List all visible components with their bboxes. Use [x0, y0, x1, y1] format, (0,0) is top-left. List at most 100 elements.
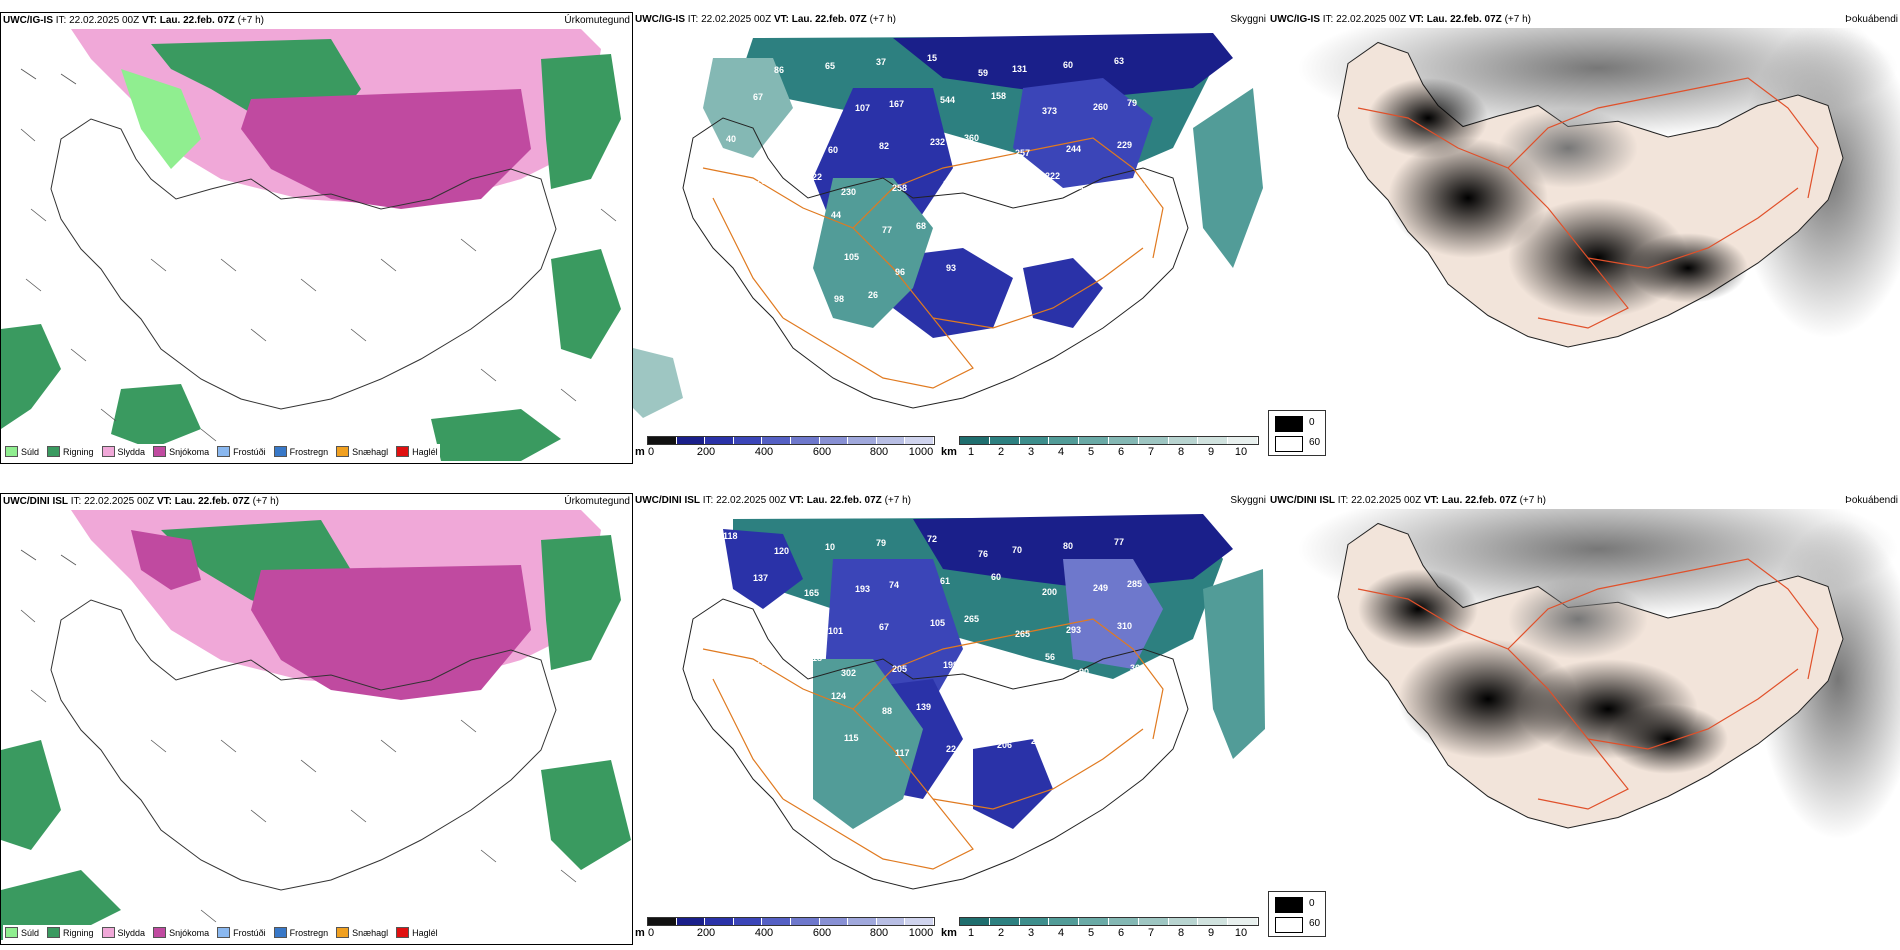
road-network — [702, 137, 1164, 389]
tick-label: 600 — [812, 446, 832, 458]
panel-bottom-left: UWC/DINI ISL IT: 22.02.2025 00Z VT: Lau.… — [0, 493, 633, 945]
tick-label: 2 — [997, 446, 1005, 458]
legend-item: Snjókoma — [153, 446, 209, 457]
ceiling-scale: m 0 200 400 600 800 1000 — [635, 917, 935, 945]
ceiling-value-label: 115 — [844, 733, 859, 743]
tick-label: 0 — [647, 446, 655, 458]
ceiling-value-label: 167 — [889, 99, 904, 109]
init-time: IT: 22.02.2025 00Z — [687, 14, 772, 25]
tick-label: 3 — [1027, 446, 1035, 458]
ceiling-value-label: 197 — [1130, 182, 1145, 192]
ceiling-value-label: 84 — [793, 737, 803, 747]
panel-bottom-right: UWC/DINI ISL IT: 22.02.2025 00Z VT: Lau.… — [1268, 493, 1900, 945]
ceiling-value-label: 206 — [997, 740, 1012, 750]
ceiling-value-label: 67 — [879, 622, 889, 632]
tick-label: 10 — [1234, 927, 1248, 939]
tick-label: 4 — [1057, 446, 1065, 458]
ceiling-value-label: 117 — [895, 748, 910, 758]
ceiling-value-label: 26 — [868, 290, 878, 300]
legend-value: 0 — [1309, 898, 1315, 909]
valid-time: Lau. 22.feb. 07Z — [174, 496, 250, 507]
legend-item: Súld — [5, 927, 39, 938]
ceiling-value-label: 302 — [841, 668, 856, 678]
tick-label: 7 — [1147, 446, 1155, 458]
ceiling-value-label: 93 — [946, 263, 956, 273]
tick-label: 3 — [1027, 927, 1035, 939]
ceiling-value-label: 70 — [1012, 545, 1022, 555]
panel-header: UWC/IG-IS IT: 22.02.2025 00Z VT: Lau. 22… — [1268, 12, 1900, 28]
panel-header: UWC/DINI ISL IT: 22.02.2025 00Z VT: Lau.… — [1, 494, 632, 510]
tick-label: 8 — [1177, 446, 1185, 458]
visibility-map: 118 120 10 79 72 76 70 80 77 137 165 193 74 61 60 200 24… — [633, 509, 1268, 909]
ceiling-value-label: 77 — [723, 50, 733, 60]
ceiling-value-label: 222 — [1045, 171, 1060, 181]
ceiling-value-label: 291 — [729, 218, 744, 228]
tick-label: 800 — [869, 927, 889, 939]
valid-label: VT: — [141, 15, 157, 26]
ceiling-value-label: 59 — [978, 68, 988, 78]
ceiling-value-label: 105 — [930, 618, 945, 628]
ceiling-value-label: 293 — [1066, 625, 1081, 635]
ceiling-value-label: 51 — [994, 656, 1004, 666]
product-title: Úrkomutegund — [564, 496, 630, 507]
ceiling-value-label: 76 — [978, 549, 988, 559]
tick-label: 10 — [1234, 446, 1248, 458]
model-name: UWC/IG-IS — [635, 14, 685, 25]
product-title: Úrkomutegund — [564, 15, 630, 26]
ceiling-value-label: 10 — [825, 542, 835, 552]
precip-type-map — [1, 510, 632, 944]
tick-label: 400 — [754, 927, 774, 939]
panel-header: UWC/DINI ISL IT: 22.02.2025 00Z VT: Lau.… — [633, 493, 1268, 509]
ceiling-value-label: 68 — [916, 221, 926, 231]
ceiling-value-label: 98 — [804, 107, 814, 117]
ceiling-value-label: 105 — [844, 252, 859, 262]
model-name: UWC/DINI ISL — [3, 496, 68, 507]
ceiling-value-label: 80 — [1063, 541, 1073, 551]
legend-item: Snæhagl — [336, 446, 388, 457]
tick-label: 5 — [1087, 927, 1095, 939]
valid-label: VT: — [156, 496, 172, 507]
panel-top-left: UWC/IG-IS IT: 22.02.2025 00Z VT: Lau. 22… — [0, 12, 633, 464]
legend-item: Rigning — [47, 927, 94, 938]
legend-item: Snjókoma — [153, 927, 209, 938]
legend-swatch — [1275, 436, 1303, 452]
ceiling-value-label: 27 — [1031, 736, 1041, 746]
ceiling-value-label: 67 — [753, 92, 763, 102]
product-title: Þokuábendi — [1845, 14, 1898, 25]
ceiling-unit: m — [635, 446, 645, 458]
ceiling-value-label: 244 — [1066, 144, 1081, 154]
ceiling-value-label: 205 — [892, 664, 907, 674]
ceiling-value-label: 228 — [793, 256, 808, 266]
ceiling-value-label: 40 — [726, 134, 736, 144]
tick-label: 800 — [869, 446, 889, 458]
ceiling-value-label: 238 — [943, 179, 958, 189]
ceiling-value-label: 285 — [1127, 579, 1142, 589]
visibility-unit: km — [941, 927, 957, 939]
ceiling-value-label: 207 — [756, 176, 771, 186]
valid-time: Lau. 22.feb. 07Z — [806, 495, 882, 506]
valid-time: Lau. 22.feb. 07Z — [791, 14, 867, 25]
ceiling-value-label: 37 — [876, 57, 886, 67]
ceiling-value-label: 232 — [930, 137, 945, 147]
ceiling-value-label: 149 — [783, 298, 798, 308]
ceiling-value-label: 6 — [780, 214, 785, 224]
ceiling-value-label: 22 — [946, 744, 956, 754]
ceiling-value-label: 158 — [991, 91, 1006, 101]
ceiling-value-label: 134 — [732, 302, 747, 312]
product-title: Skyggni — [1230, 495, 1266, 506]
ceiling-value-label: 124 — [777, 130, 792, 140]
ceiling-value-label: 74 — [889, 580, 899, 590]
product-title: Skyggni — [1230, 14, 1266, 25]
ceiling-value-label: 82 — [879, 141, 889, 151]
product-title: Þokuábendi — [1845, 495, 1898, 506]
legend-item: Haglél — [396, 927, 438, 938]
visibility-colorbar — [959, 917, 1259, 926]
ceiling-value-label: 141 — [759, 741, 774, 751]
ceiling-labels: 77 86 65 37 15 59 131 60 63 67 98 107 167 544 158 373 26… — [723, 50, 1145, 312]
ceiling-value-label: 79 — [1127, 98, 1137, 108]
ceiling-value-label: 72 — [1069, 228, 1079, 238]
model-name: UWC/IG-IS — [3, 15, 53, 26]
ceiling-value-label: 86 — [774, 65, 784, 75]
legend-item: Slydda — [101, 446, 145, 457]
ceiling-value-label: 371 — [1079, 186, 1094, 196]
